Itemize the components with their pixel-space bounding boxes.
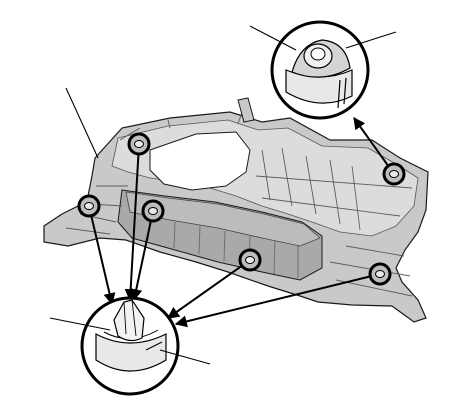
leader-arrow: [174, 275, 370, 328]
upper-detail-callout: [270, 20, 370, 120]
leader-arrow: [90, 216, 116, 306]
panel-tab: [237, 97, 255, 123]
pointer-panel: [65, 87, 99, 159]
clip-markers: [77, 132, 406, 286]
pointed-clip-icon: [95, 299, 167, 372]
clip-marker: [382, 162, 406, 186]
panel-opening: [149, 131, 251, 191]
pointer-upper-right: [345, 31, 397, 49]
clip-marker-head: [375, 270, 385, 278]
round-clip-icon: [285, 39, 353, 109]
clip-marker: [141, 199, 165, 223]
panel-ribs-right: [255, 147, 413, 297]
pointer-lower-right: [159, 349, 211, 365]
clip-marker-head: [389, 170, 399, 178]
clip-marker: [368, 262, 392, 286]
clip-marker-head: [134, 140, 144, 148]
clip-marker-head: [245, 256, 255, 264]
clip-marker: [77, 194, 101, 218]
pointer-upper-left: [249, 25, 297, 51]
clip-marker: [127, 132, 151, 156]
clip-marker: [238, 248, 262, 272]
leader-arrow: [353, 117, 389, 166]
leader-arrow: [167, 265, 242, 319]
tunnel-ribs: [147, 217, 299, 278]
trim-panel: [43, 97, 429, 323]
clip-marker-head: [84, 202, 94, 210]
leader-arrow: [130, 221, 152, 302]
panel-tunnel-top: [125, 191, 321, 247]
clip-marker-head: [148, 207, 158, 215]
leader-arrow: [124, 154, 140, 302]
lower-detail-callout: [80, 296, 180, 396]
leader-arrows: [90, 117, 389, 328]
pointer-lower-left: [49, 317, 111, 331]
pointer-lines: [49, 25, 397, 365]
